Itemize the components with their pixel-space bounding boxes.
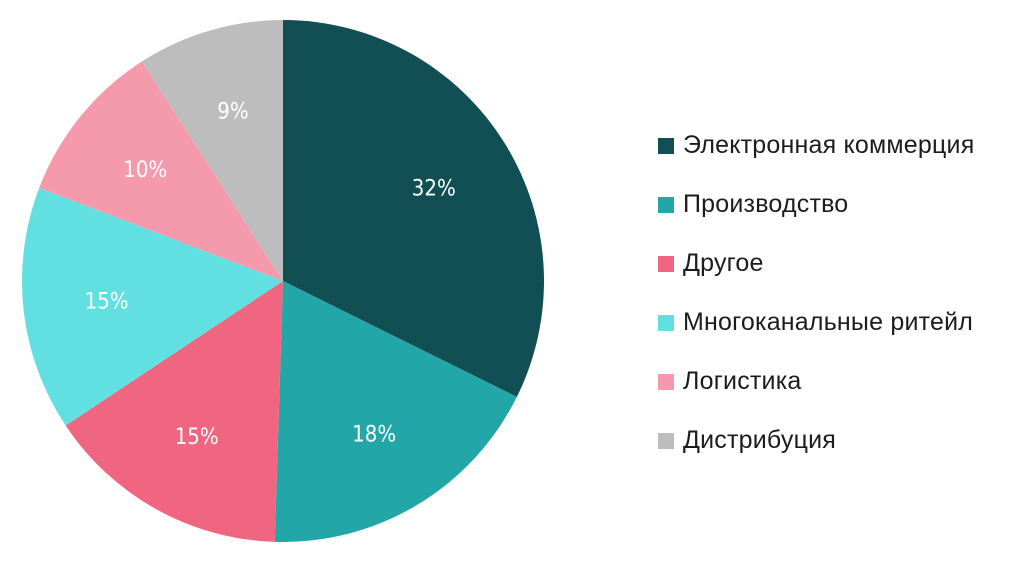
legend-swatch xyxy=(658,314,674,331)
pie-slice-production xyxy=(274,281,517,542)
legend-item-omnichannel-retail: Многоканальные ритейл xyxy=(658,293,974,352)
legend-label: Производство xyxy=(683,190,849,218)
legend-swatch xyxy=(658,432,674,449)
legend-label: Другое xyxy=(683,249,764,277)
legend-swatch xyxy=(658,137,674,154)
legend-label: Многоканальные ритейл xyxy=(683,308,974,336)
legend-swatch xyxy=(658,373,674,390)
slice-label-logistics: 10% xyxy=(123,158,167,183)
legend-item-distribution: Дистрибуция xyxy=(658,411,974,470)
legend-label: Электронная коммерция xyxy=(683,131,975,159)
slice-label-distribution: 9% xyxy=(217,100,248,125)
legend-item-production: Производство xyxy=(658,175,974,234)
pie-chart: 32% 18% 15% 15% 10% 9% xyxy=(21,20,544,542)
legend-item-other: Другое xyxy=(658,234,974,293)
legend-label: Логистика xyxy=(683,367,802,395)
slice-label-production: 18% xyxy=(352,422,396,447)
legend-swatch xyxy=(658,196,674,213)
slice-label-omnichannel-retail: 15% xyxy=(85,290,129,315)
slice-label-ecommerce: 32% xyxy=(412,176,456,201)
pie-slice-distribution xyxy=(141,20,283,281)
legend-swatch xyxy=(658,255,674,272)
legend: Электронная коммерция Производство Друго… xyxy=(658,116,974,470)
slice-label-other: 15% xyxy=(175,425,219,450)
legend-item-logistics: Логистика xyxy=(658,352,974,411)
pie-slice-ecommerce xyxy=(283,20,544,397)
legend-item-ecommerce: Электронная коммерция xyxy=(658,116,974,175)
pie-slice-logistics xyxy=(39,61,283,281)
legend-label: Дистрибуция xyxy=(683,426,837,454)
pie-slice-other xyxy=(65,281,283,542)
pie-slice-omnichannel-retail xyxy=(21,187,283,426)
